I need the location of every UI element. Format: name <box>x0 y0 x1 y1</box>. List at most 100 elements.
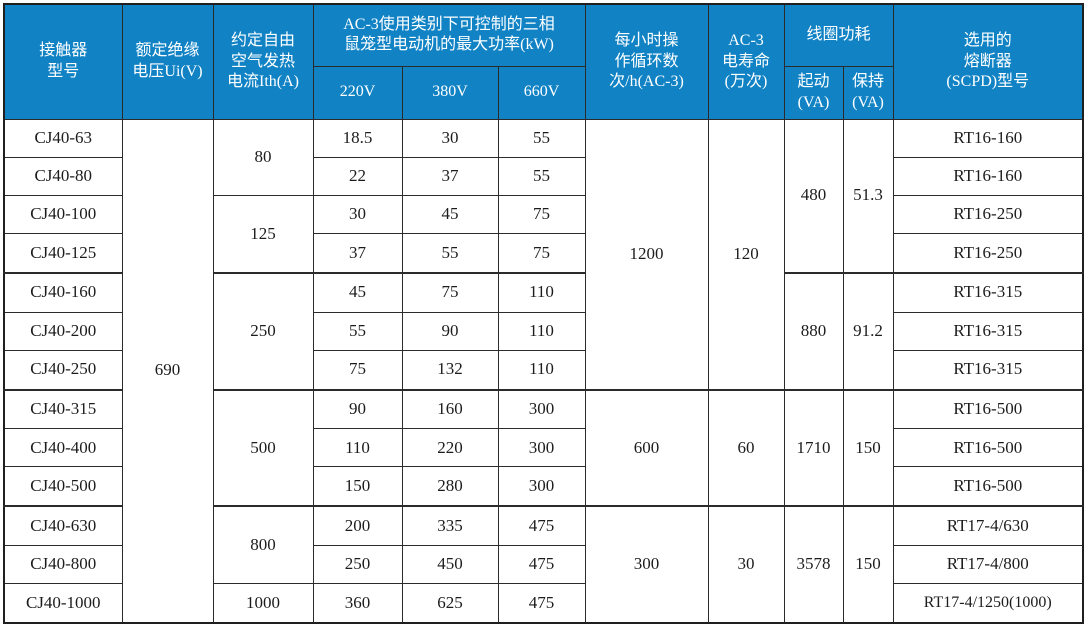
cell-power-220v: 250 <box>312 544 403 585</box>
cell-fuse: RT16-500 <box>892 388 1084 430</box>
cell-power-380v: 55 <box>401 233 499 274</box>
cell-power-660v: 75 <box>497 194 586 235</box>
cell-model: CJ40-80 <box>3 156 123 196</box>
col-header-fuse: 选用的 熔断器 (SCPD)型号 <box>892 3 1084 120</box>
cell-thermal-current: 80 <box>212 118 314 196</box>
table-row: CJ40-500 150 280 300 RT16-500 <box>3 466 1084 507</box>
cell-power-380v: 30 <box>401 118 499 158</box>
cell-power-380v: 450 <box>401 544 499 585</box>
cell-power-660v: 55 <box>497 156 586 196</box>
cell-model: CJ40-160 <box>3 271 123 313</box>
cell-power-660v: 475 <box>497 583 586 624</box>
table-row: CJ40-1000 1000 360 625 475 RT17-4/1250(1… <box>3 583 1084 624</box>
cell-fuse: RT16-250 <box>892 194 1084 235</box>
col-header-power-220v: 220V <box>312 65 403 120</box>
cell-power-220v: 45 <box>312 271 403 313</box>
col-header-model: 接触器 型号 <box>3 3 123 120</box>
cell-thermal-current: 125 <box>212 194 314 274</box>
cell-thermal-current: 800 <box>212 505 314 585</box>
cell-model: CJ40-630 <box>3 505 123 546</box>
cell-power-660v: 55 <box>497 118 586 158</box>
cell-power-380v: 37 <box>401 156 499 196</box>
cell-fuse: RT16-500 <box>892 428 1084 468</box>
cell-power-380v: 75 <box>401 271 499 313</box>
col-header-coil-group: 线圈功耗 <box>783 3 894 67</box>
table-row: CJ40-315 500 90 160 300 600 60 1710 150 … <box>3 388 1084 507</box>
cell-power-220v: 30 <box>312 194 403 235</box>
cell-thermal-current: 500 <box>212 388 314 507</box>
cell-power-380v: 625 <box>401 583 499 624</box>
cell-power-660v: 475 <box>497 505 586 546</box>
cell-power-380v: 220 <box>401 428 499 468</box>
table-row: CJ40-100 125 30 45 75 RT16-250 <box>3 194 1084 274</box>
table-header: 接触器 型号 额定绝缘 电压Ui(V) 约定自由 空气发热 电流Ith(A) A… <box>3 3 1084 120</box>
cell-model: CJ40-125 <box>3 233 123 274</box>
cell-power-220v: 75 <box>312 349 403 391</box>
col-header-rated-voltage: 额定绝缘 电压Ui(V) <box>121 3 214 120</box>
cell-power-220v: 22 <box>312 156 403 196</box>
cell-fuse: RT16-250 <box>892 233 1084 274</box>
cell-model: CJ40-500 <box>3 466 123 507</box>
cell-coil-hold: 150 <box>842 388 894 507</box>
cell-power-660v: 110 <box>497 311 586 351</box>
cell-electrical-life: 60 <box>707 388 785 507</box>
cell-power-660v: 300 <box>497 428 586 468</box>
cell-model: CJ40-400 <box>3 428 123 468</box>
cell-fuse: RT16-500 <box>892 466 1084 507</box>
table-body: CJ40-63 690 80 18.5 30 55 1200 120 480 5… <box>3 118 1084 624</box>
cell-power-220v: 360 <box>312 583 403 624</box>
cell-power-660v: 475 <box>497 544 586 585</box>
cell-fuse: RT16-315 <box>892 271 1084 313</box>
cell-fuse: RT16-315 <box>892 349 1084 391</box>
cell-power-220v: 90 <box>312 388 403 430</box>
cell-coil-start: 480 <box>783 118 844 274</box>
cell-power-660v: 300 <box>497 388 586 430</box>
col-header-coil-start: 起动 (VA) <box>783 65 844 120</box>
col-header-power-group: AC-3使用类别下可控制的三相 鼠笼型电动机的最大功率(kW) <box>312 3 586 67</box>
cell-power-380v: 45 <box>401 194 499 235</box>
table-row: CJ40-63 690 80 18.5 30 55 1200 120 480 5… <box>3 118 1084 624</box>
col-header-life: AC-3 电寿命 (万次) <box>707 3 785 120</box>
cell-coil-start: 880 <box>783 271 844 391</box>
cell-coil-hold: 91.2 <box>842 271 894 391</box>
cell-power-380v: 160 <box>401 388 499 430</box>
cell-coil-hold: 150 <box>842 505 894 624</box>
cell-rated-voltage: 690 <box>121 118 214 624</box>
cell-thermal-current: 1000 <box>212 583 314 624</box>
cell-model: CJ40-63 <box>3 118 123 158</box>
cell-power-380v: 90 <box>401 311 499 351</box>
table-row: CJ40-200 55 90 110 RT16-315 <box>3 311 1084 351</box>
col-header-power-660v: 660V <box>497 65 586 120</box>
table-row: CJ40-250 75 132 110 RT16-315 <box>3 349 1084 391</box>
cell-model: CJ40-1000 <box>3 583 123 624</box>
cell-power-220v: 200 <box>312 505 403 546</box>
cell-power-380v: 280 <box>401 466 499 507</box>
cell-power-220v: 110 <box>312 428 403 468</box>
cell-fuse: RT17-4/1250(1000) <box>892 583 1084 624</box>
cell-power-380v: 335 <box>401 505 499 546</box>
cell-power-660v: 300 <box>497 466 586 507</box>
col-header-cycles: 每小时操 作循环数 次/h(AC-3) <box>584 3 709 120</box>
cell-power-660v: 110 <box>497 349 586 391</box>
cell-coil-start: 1710 <box>783 388 844 507</box>
cell-electrical-life: 120 <box>707 118 785 391</box>
cell-coil-hold: 51.3 <box>842 118 894 274</box>
col-header-coil-hold: 保持 (VA) <box>842 65 894 120</box>
cell-power-220v: 55 <box>312 311 403 351</box>
cell-power-220v: 37 <box>312 233 403 274</box>
cell-model: CJ40-315 <box>3 388 123 430</box>
cell-power-220v: 18.5 <box>312 118 403 158</box>
table-row: CJ40-125 37 55 75 RT16-250 <box>3 233 1084 274</box>
cell-fuse: RT17-4/630 <box>892 505 1084 546</box>
cell-cycles-per-hour: 1200 <box>584 118 709 391</box>
contactor-spec-table: 接触器 型号 额定绝缘 电压Ui(V) 约定自由 空气发热 电流Ith(A) A… <box>3 3 1085 624</box>
cell-power-380v: 132 <box>401 349 499 391</box>
cell-thermal-current: 250 <box>212 271 314 391</box>
table-row: CJ40-800 250 450 475 RT17-4/800 <box>3 544 1084 585</box>
cell-coil-start: 3578 <box>783 505 844 624</box>
cell-model: CJ40-250 <box>3 349 123 391</box>
cell-model: CJ40-200 <box>3 311 123 351</box>
table-row: CJ40-400 110 220 300 RT16-500 <box>3 428 1084 468</box>
cell-model: CJ40-800 <box>3 544 123 585</box>
